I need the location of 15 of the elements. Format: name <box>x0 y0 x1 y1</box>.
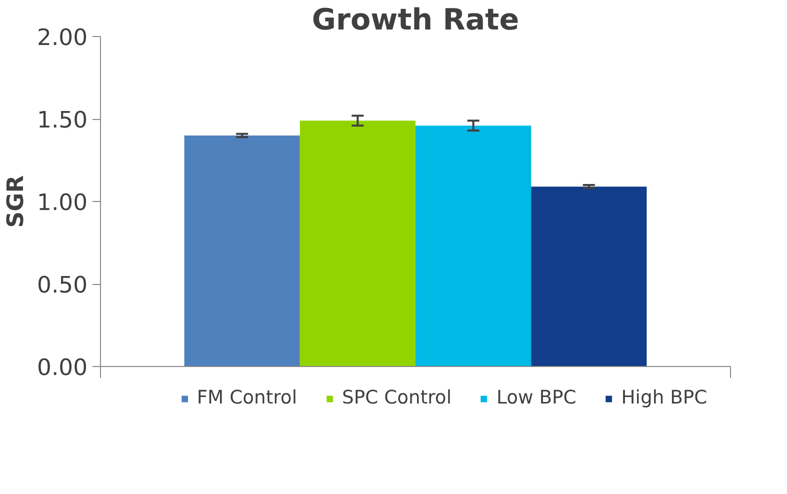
legend-label: SPC Control <box>342 388 452 408</box>
bar <box>300 120 416 366</box>
legend-label: High BPC <box>621 388 708 408</box>
bar <box>184 136 300 366</box>
bar <box>531 186 647 366</box>
y-tick-label: 2.00 <box>37 25 88 51</box>
y-tick-label: 1.50 <box>37 108 88 134</box>
y-tick-label: 0.50 <box>37 272 88 298</box>
y-tick-label: 1.00 <box>37 190 88 216</box>
chart-title: Growth Rate <box>312 2 520 36</box>
y-tick-label: 0.00 <box>37 355 88 381</box>
legend-label: Low BPC <box>496 388 576 408</box>
bar <box>416 126 532 366</box>
y-axis-title: SGR <box>3 175 30 228</box>
legend-label: FM Control <box>196 388 298 408</box>
